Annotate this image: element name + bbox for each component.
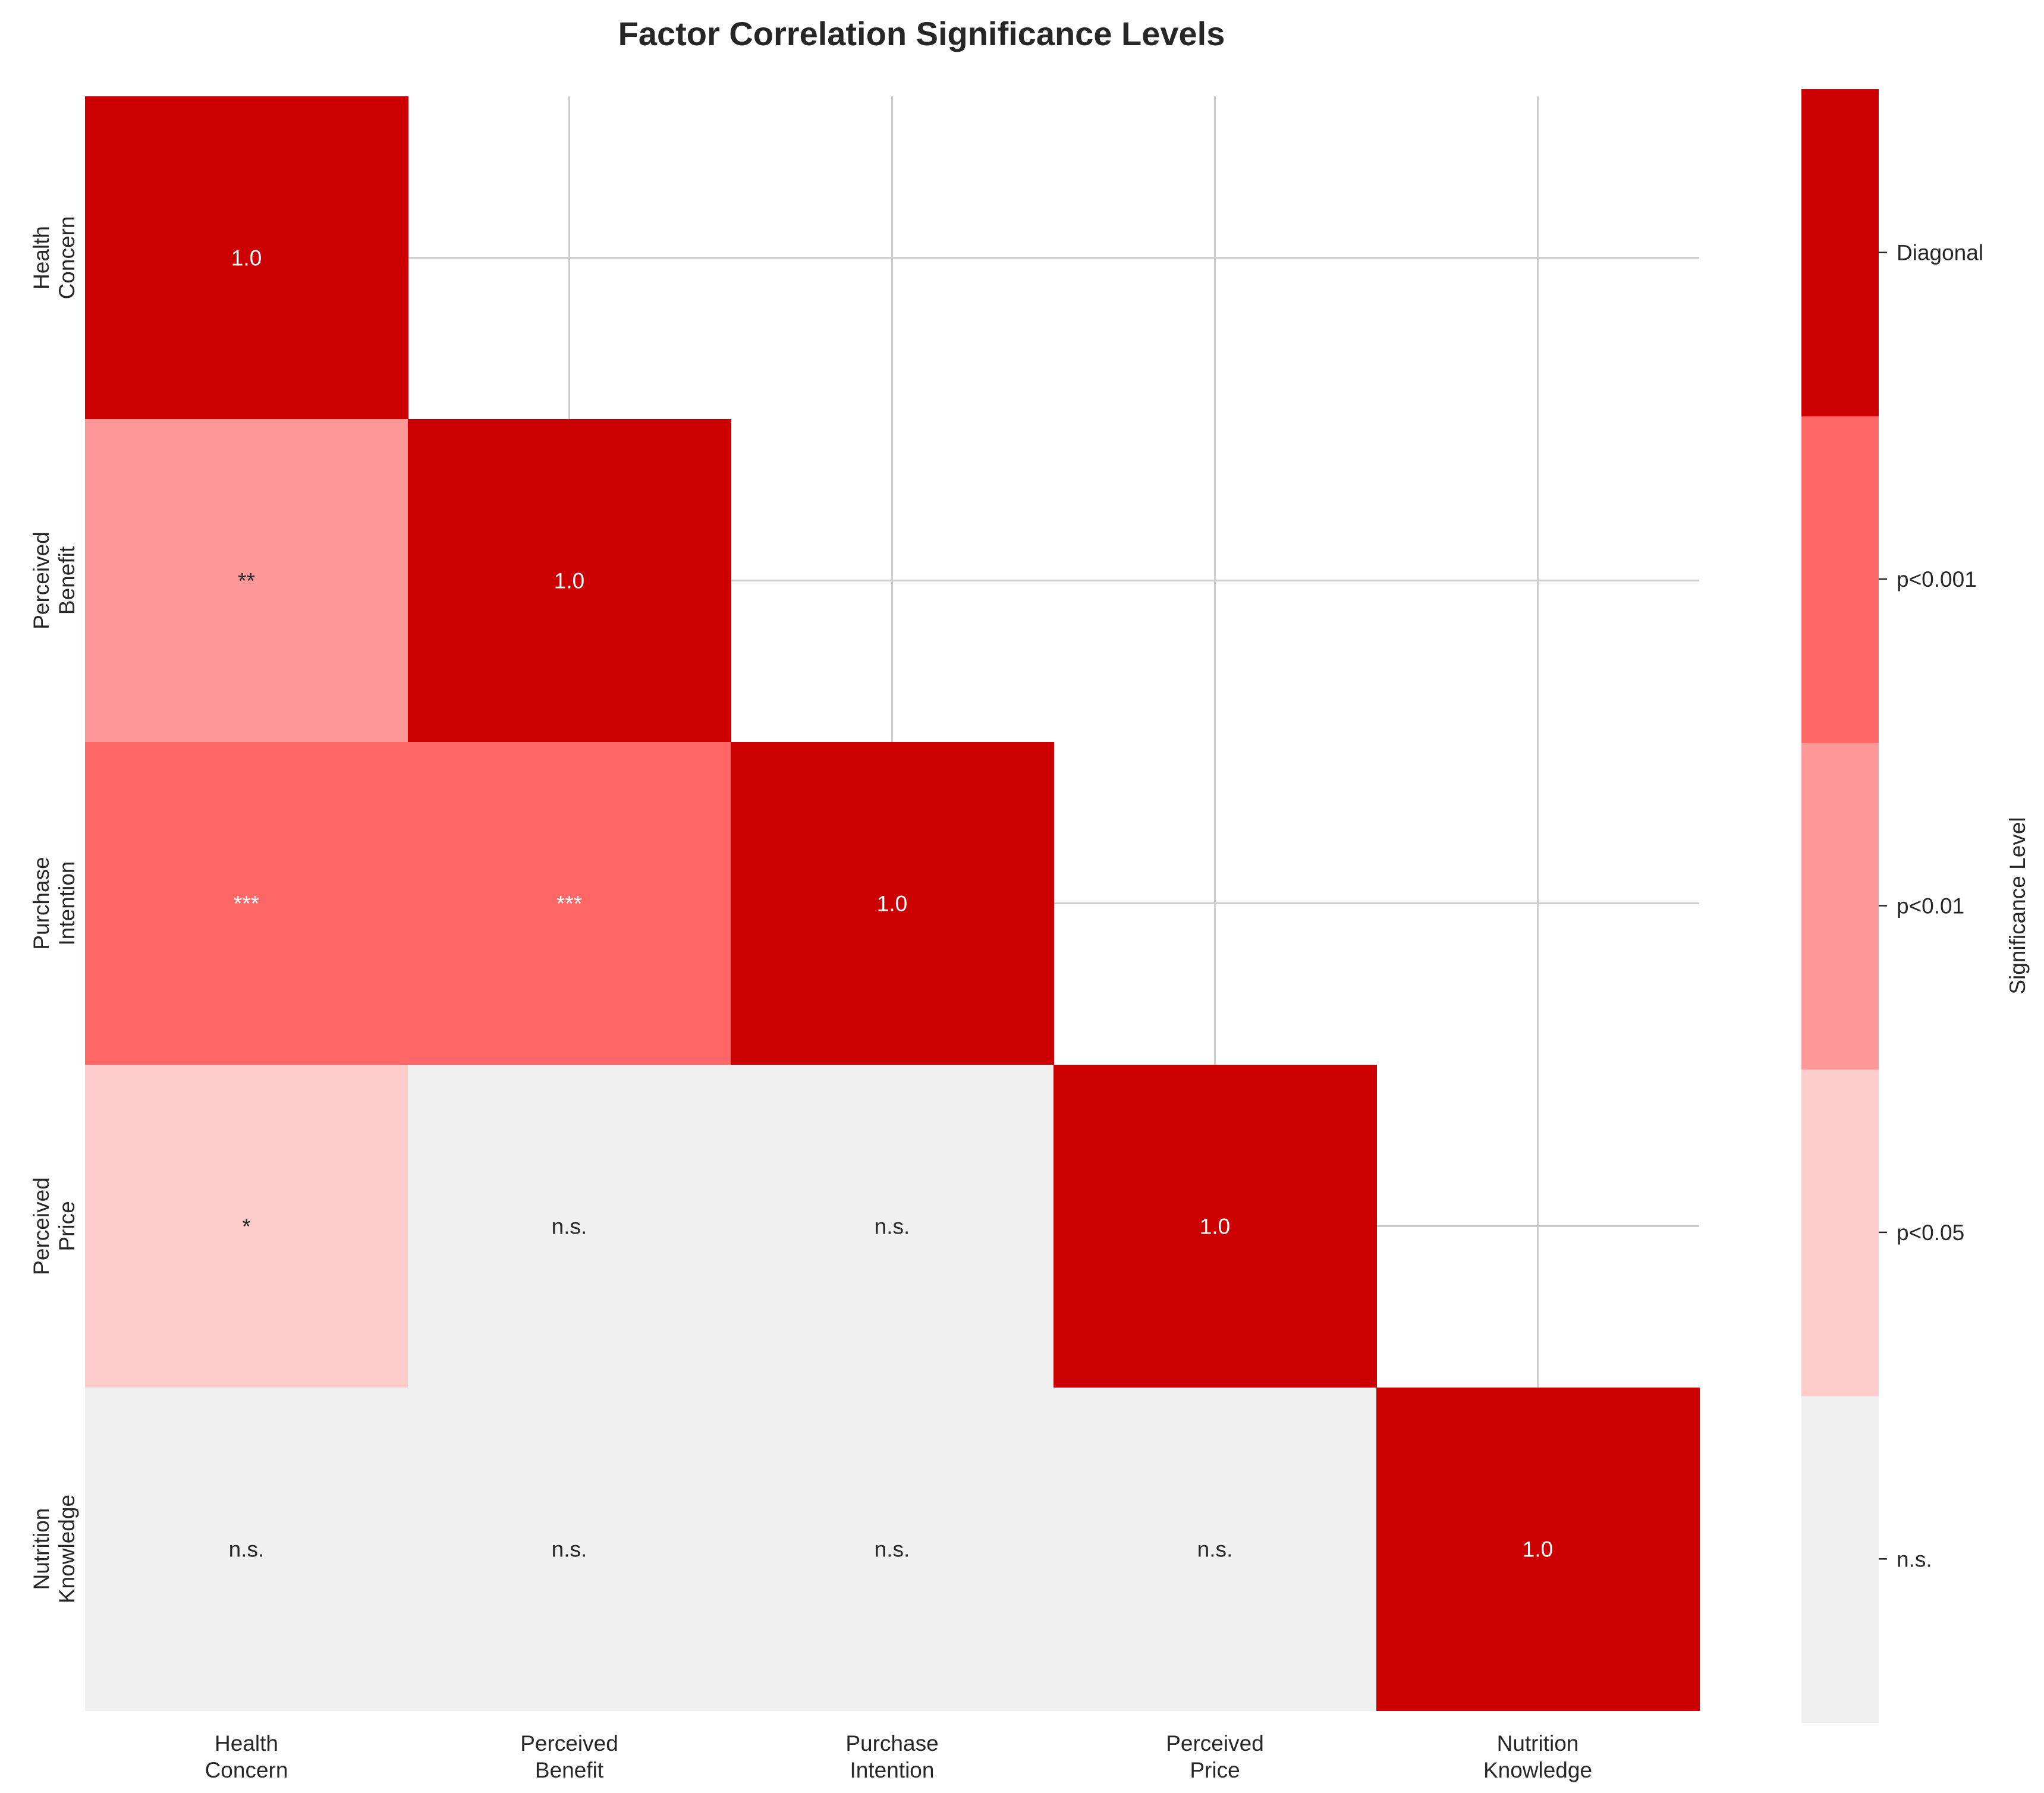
x-tick-label: Purchase Intention	[845, 1731, 938, 1782]
cell-value-label: 1.0	[1523, 1537, 1553, 1562]
cell-value-label: 1.0	[877, 892, 907, 916]
cell-value-label: 1.0	[1200, 1215, 1230, 1239]
y-tick-label: NutritionKnowledge	[29, 1495, 79, 1603]
heatmap-cell	[408, 419, 731, 743]
cell-value-label: n.s.	[229, 1537, 265, 1562]
heatmap-cell	[408, 1065, 731, 1388]
heatmap-cell	[1054, 1065, 1377, 1388]
heatmap-cell	[731, 1388, 1054, 1711]
x-tick-label: Health Concern	[205, 1731, 288, 1782]
colorbar-tick-label: n.s.	[1897, 1547, 1932, 1571]
cell-value-label: n.s.	[875, 1215, 910, 1239]
cell-value-label: ***	[556, 892, 582, 916]
y-tick-label: PurchaseIntention	[29, 857, 79, 949]
heatmap-cell	[408, 742, 731, 1065]
colorbar-label: Significance Level	[2005, 817, 2030, 994]
x-tick-label: Perceived Price	[1166, 1731, 1264, 1782]
heatmap-cell	[1376, 1388, 1700, 1711]
chart-title: Factor Correlation Significance Levels	[618, 15, 1225, 52]
cell-value-label: ***	[234, 892, 259, 916]
heatmap-cell	[85, 1388, 408, 1711]
cell-value-label: n.s.	[552, 1537, 587, 1562]
heatmap-cell-labels: 1.0 ** 1.0 *** *** 1.0 * n.s. n.s. 1.0 n.s. n.s. n.s…	[229, 246, 1554, 1562]
heatmap-cell	[85, 419, 408, 743]
colorbar-tick-label: p<0.05	[1897, 1221, 1964, 1245]
colorbar-tick-label: Diagonal	[1897, 241, 1983, 265]
heatmap-cell	[85, 742, 408, 1065]
colorbar-segment	[1801, 742, 1879, 1070]
colorbar-segment	[1801, 416, 1879, 743]
x-tick-label: Perceived Benefit	[520, 1731, 618, 1782]
colorbar-segment	[1801, 89, 1879, 417]
colorbar-segment	[1801, 1395, 1879, 1723]
cell-value-label: 1.0	[231, 246, 262, 270]
cell-value-label: **	[238, 569, 255, 593]
cell-value-label: 1.0	[554, 569, 584, 593]
heatmap-cell	[731, 1065, 1054, 1388]
colorbar-segment	[1801, 1069, 1879, 1396]
heatmap-cell	[408, 1388, 731, 1711]
cell-value-label: n.s.	[1197, 1537, 1233, 1562]
colorbar: n.s. p<0.05 p<0.01 p<0.001 Diagonal Significa…	[1801, 89, 2030, 1723]
y-axis-tick-labels: HealthConcern PerceivedBenefit PurchaseInt…	[29, 216, 79, 1603]
heatmap-cell	[85, 1065, 408, 1388]
heatmap-cells	[85, 96, 1700, 1711]
cell-value-label: n.s.	[552, 1215, 587, 1239]
y-tick-label: PerceivedBenefit	[29, 531, 79, 630]
x-tick-label: Nutrition Knowledge	[1483, 1731, 1592, 1782]
heatmap-cell	[1054, 1388, 1377, 1711]
x-axis-tick-labels: Health Concern Perceived Benefit Purchase Int…	[205, 1731, 1592, 1782]
colorbar-tick-label: p<0.01	[1897, 894, 1964, 918]
cell-value-label: n.s.	[875, 1537, 910, 1562]
y-tick-label: HealthConcern	[29, 216, 79, 300]
cell-value-label: *	[242, 1215, 250, 1239]
heatmap-cell	[85, 96, 408, 420]
colorbar-tick-label: p<0.001	[1897, 567, 1977, 592]
heatmap-cell	[731, 742, 1054, 1065]
y-tick-label: PerceivedPrice	[29, 1177, 79, 1275]
